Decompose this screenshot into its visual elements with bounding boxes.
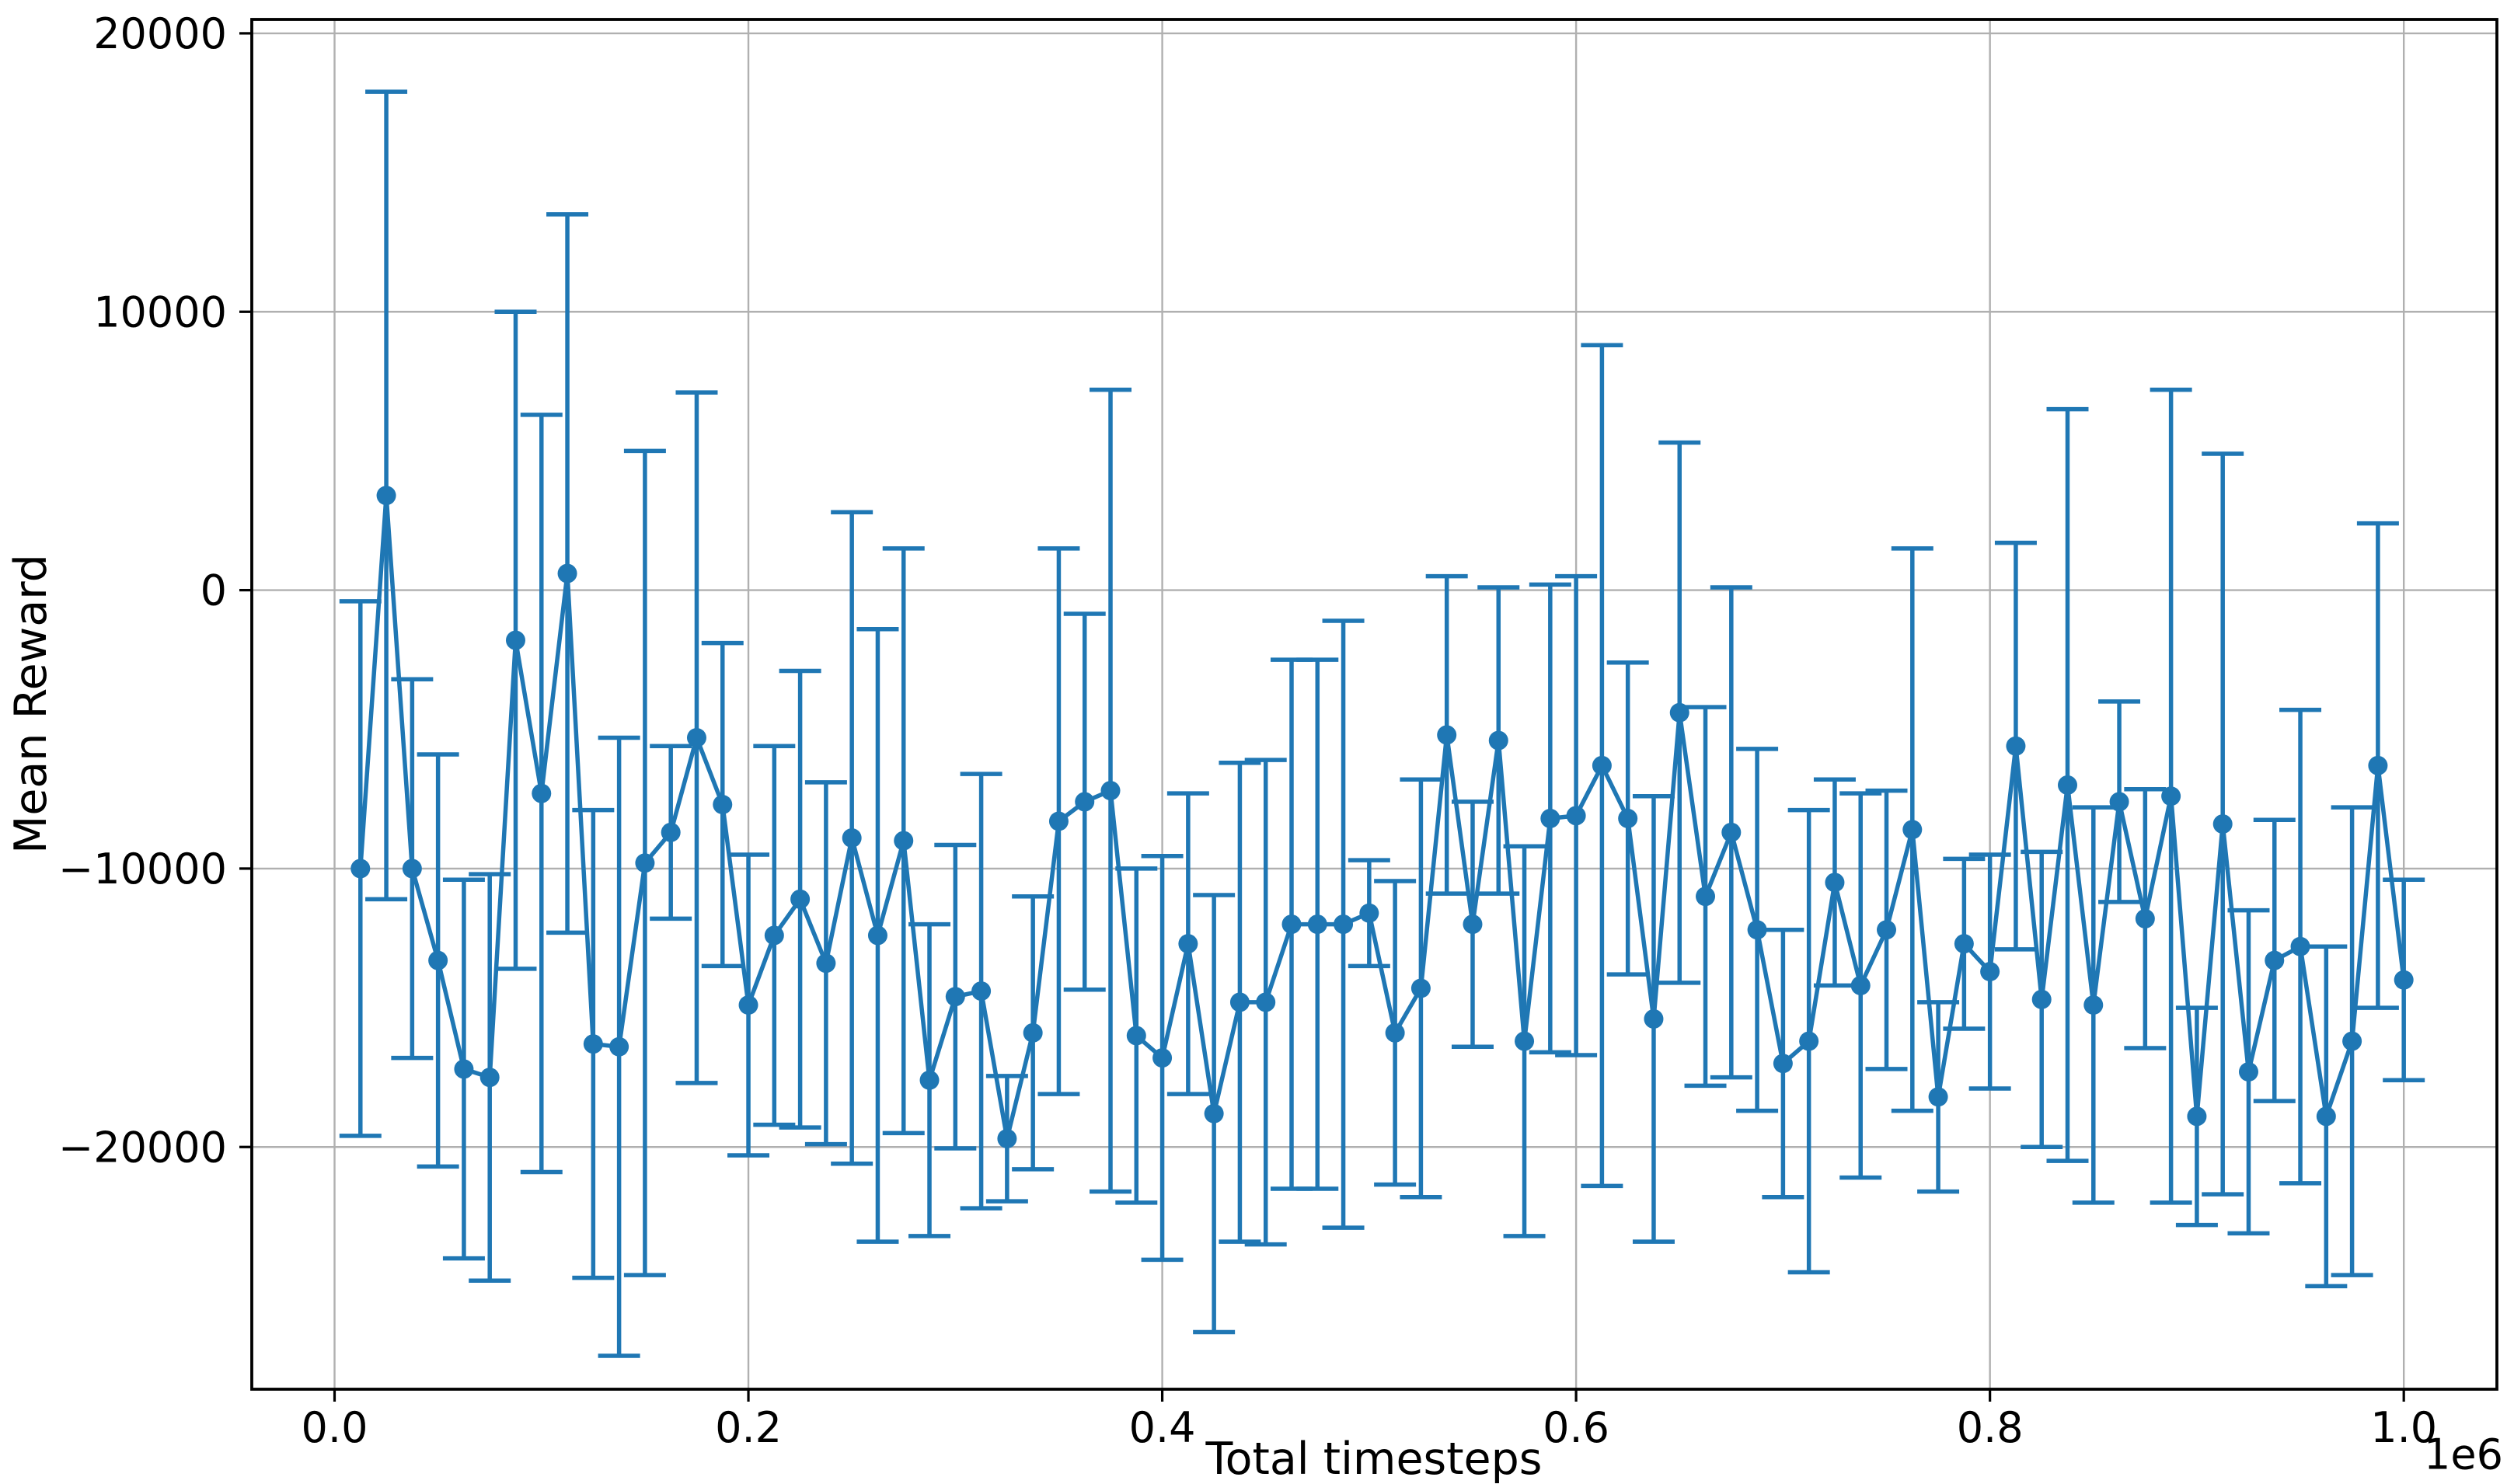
data-point-marker: [428, 950, 448, 970]
data-point-marker: [816, 953, 836, 974]
data-point-marker: [1592, 755, 1612, 775]
data-point-marker: [790, 889, 811, 909]
data-point-marker: [1773, 1054, 1793, 1074]
data-point-marker: [454, 1059, 474, 1079]
data-point-marker: [1902, 820, 1923, 840]
axes-frame: [250, 18, 2498, 1391]
data-point-marker: [1540, 808, 1560, 828]
y-tick-label: −20000: [58, 1123, 227, 1172]
data-point-marker: [1799, 1031, 1819, 1051]
data-point-marker: [350, 859, 371, 879]
data-point-marker: [557, 563, 577, 583]
data-point-marker: [2342, 1031, 2362, 1051]
data-point-marker: [2368, 755, 2388, 775]
data-point-marker: [402, 859, 422, 879]
x-tick-label: 1.0: [2370, 1403, 2437, 1452]
data-point-marker: [2161, 786, 2181, 806]
data-point-marker: [1954, 934, 1974, 954]
x-tick-label: 0.8: [1957, 1403, 2024, 1452]
data-point-marker: [686, 728, 706, 747]
data-point-marker: [2006, 736, 2026, 756]
data-point-marker: [1515, 1031, 1535, 1051]
data-point-marker: [2187, 1106, 2207, 1127]
data-point-marker: [1825, 873, 1845, 893]
data-point-marker: [1100, 781, 1121, 801]
data-point-marker: [2135, 908, 2155, 928]
data-point-marker: [1488, 730, 1508, 751]
data-point-marker: [1048, 811, 1069, 831]
data-point-marker: [2109, 792, 2129, 812]
data-point-marker: [842, 828, 862, 848]
data-point-marker: [1281, 914, 1302, 935]
data-point-marker: [1721, 822, 1742, 842]
data-point-marker: [2031, 989, 2052, 1009]
data-point-marker: [945, 987, 965, 1007]
data-point-marker: [1644, 1008, 1664, 1029]
x-tick-label: 0.6: [1543, 1403, 1609, 1452]
x-tick-label: 0.4: [1129, 1403, 1196, 1452]
data-point-marker: [1566, 806, 1586, 826]
data-point-marker: [532, 783, 552, 803]
data-point-marker: [1178, 934, 1198, 954]
data-point-marker: [2290, 936, 2310, 956]
data-line: [358, 493, 2406, 1141]
data-point-marker: [2316, 1106, 2336, 1127]
data-point-marker: [1410, 978, 1431, 998]
data-point-marker: [661, 822, 681, 842]
data-point-marker: [376, 486, 396, 506]
y-tick-label: −10000: [58, 845, 227, 894]
data-point-marker: [1877, 920, 1897, 940]
data-point-marker: [738, 995, 758, 1015]
data-point-marker: [2265, 950, 2285, 970]
data-point-marker: [583, 1034, 603, 1054]
x-axis-offset-label: 1e6: [2424, 1430, 2503, 1479]
data-point-marker: [1256, 992, 1276, 1012]
data-point-marker: [1850, 975, 1871, 995]
data-point-marker: [1126, 1026, 1146, 1046]
data-point-marker: [2083, 995, 2104, 1015]
y-tick-label: 0: [200, 566, 227, 615]
data-point-marker: [997, 1129, 1017, 1148]
data-point-marker: [894, 831, 914, 851]
data-point-marker: [1152, 1048, 1173, 1068]
data-point-marker: [971, 981, 992, 1002]
data-point-marker: [1359, 903, 1379, 923]
y-axis-label: Mean Reward: [5, 554, 57, 854]
data-point-marker: [1307, 914, 1327, 935]
data-point-marker: [635, 853, 655, 873]
data-point-marker: [1980, 962, 2000, 981]
data-point-marker: [479, 1068, 500, 1088]
data-point-marker: [1437, 725, 1457, 745]
data-point-marker: [1696, 887, 1716, 907]
y-tick-label: 10000: [93, 287, 227, 336]
data-point-marker: [2057, 775, 2077, 795]
data-point-marker: [2394, 970, 2414, 990]
data-point-marker: [867, 925, 887, 946]
y-tick-label: 20000: [93, 9, 227, 58]
data-point-marker: [919, 1070, 940, 1090]
x-tick-label: 0.2: [715, 1403, 782, 1452]
x-tick-label: 0.0: [302, 1403, 368, 1452]
data-point-marker: [2238, 1062, 2258, 1082]
data-point-marker: [505, 630, 525, 650]
data-point-marker: [713, 795, 733, 814]
data-point-marker: [1334, 914, 1354, 935]
data-point-marker: [609, 1036, 629, 1057]
data-point-marker: [1463, 914, 1483, 935]
data-point-marker: [1075, 792, 1095, 812]
data-point-marker: [1229, 992, 1250, 1012]
data-point-marker: [1385, 1022, 1405, 1043]
data-point-marker: [1023, 1022, 1043, 1043]
x-axis-label: Total timesteps: [1205, 1433, 1543, 1484]
data-point-marker: [1928, 1087, 1948, 1107]
data-point-marker: [1204, 1103, 1224, 1123]
data-point-marker: [2212, 814, 2233, 834]
data-point-marker: [1747, 920, 1767, 940]
data-point-marker: [1618, 808, 1638, 828]
data-point-marker: [764, 925, 784, 946]
data-point-marker: [1669, 702, 1689, 723]
